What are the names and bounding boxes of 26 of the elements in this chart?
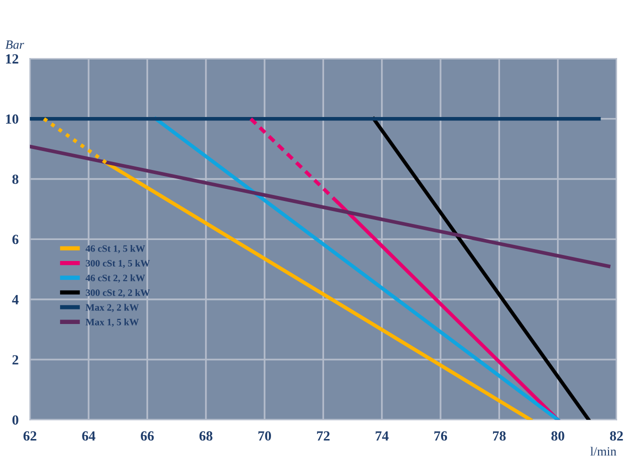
x-axis-title: l/min — [590, 446, 616, 456]
legend-label: Max 2, 2 kW — [86, 304, 139, 312]
y-axis-title: Bar — [5, 40, 24, 49]
y-tick-label: 4 — [12, 295, 19, 304]
x-tick-label: 76 — [434, 431, 448, 441]
y-tick-label: 2 — [12, 355, 18, 364]
y-tick-label: 8 — [12, 174, 18, 184]
legend-label: 46 cSt 2, 2 kW — [86, 274, 146, 283]
x-tick-label: 72 — [317, 431, 330, 441]
y-tick-label: 12 — [6, 54, 18, 64]
x-tick-label: 78 — [493, 431, 506, 441]
legend-label: 300 cSt 2, 2 kW — [86, 289, 150, 298]
x-tick-label: 74 — [376, 431, 389, 441]
y-tick-label: 10 — [6, 114, 18, 124]
x-tick-label: 70 — [258, 431, 271, 441]
x-tick-label: 68 — [199, 431, 212, 441]
x-tick-label: 82 — [610, 431, 623, 441]
legend-label: 46 cSt 1, 5 kW — [86, 244, 146, 254]
x-tick-label: 64 — [82, 431, 96, 441]
x-tick-label: 66 — [140, 431, 154, 441]
y-tick-label: 0 — [12, 415, 18, 425]
x-tick-label: 62 — [23, 431, 36, 441]
x-tick-label: 80 — [551, 431, 564, 441]
legend-label: 300 cSt 1, 5 kW — [86, 260, 150, 268]
legend-label: Max 1, 5 kW — [86, 318, 139, 327]
y-tick-label: 6 — [12, 234, 18, 244]
